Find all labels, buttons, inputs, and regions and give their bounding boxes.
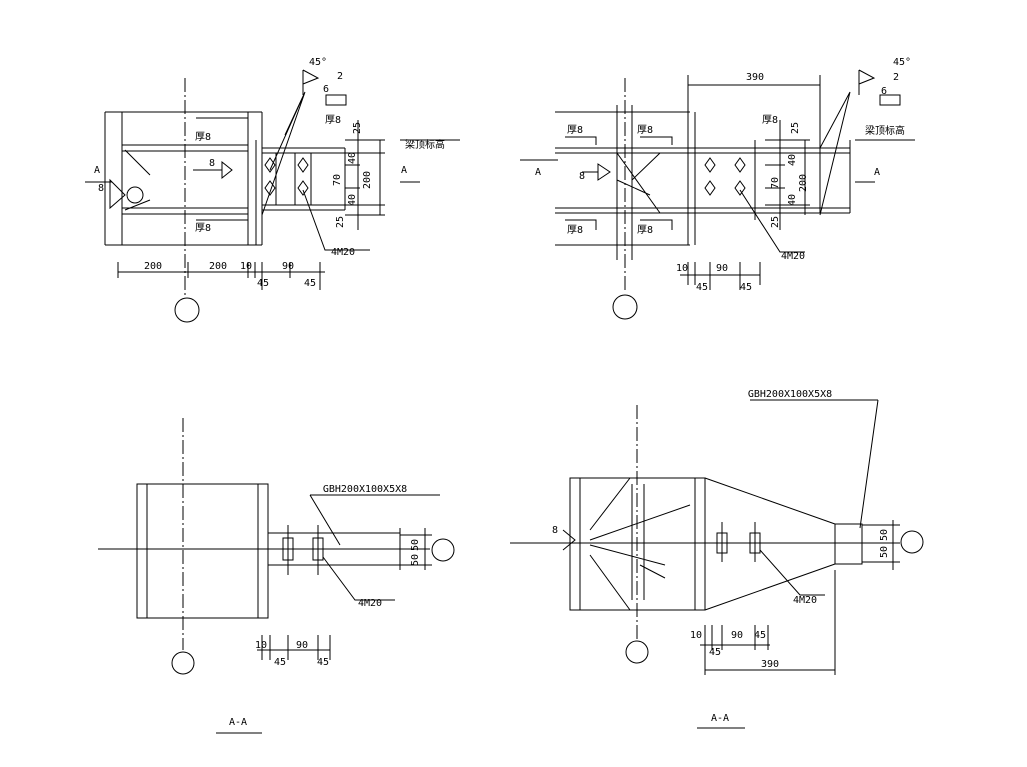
weld-mark bbox=[126, 186, 144, 204]
label: 70 bbox=[332, 174, 343, 186]
label: 10 bbox=[676, 263, 688, 274]
label: 10 bbox=[690, 630, 702, 641]
label: 45° bbox=[309, 57, 327, 68]
label: 90 bbox=[296, 640, 308, 651]
label: 90 bbox=[716, 263, 728, 274]
label: 4M20 bbox=[793, 595, 817, 606]
label: 厚8 bbox=[195, 222, 211, 234]
label: 4M20 bbox=[331, 247, 355, 258]
label: 70 bbox=[770, 177, 781, 189]
linework bbox=[510, 399, 900, 675]
label: A bbox=[535, 167, 541, 178]
linework bbox=[520, 69, 915, 290]
label: 厚8 bbox=[195, 131, 211, 143]
label: 厚8 bbox=[567, 124, 583, 136]
label: 25 bbox=[335, 216, 346, 228]
label: A bbox=[401, 165, 407, 176]
label: A bbox=[874, 167, 880, 178]
label: 40 bbox=[787, 194, 798, 206]
label: 45 bbox=[696, 282, 708, 293]
label: 40 bbox=[347, 194, 358, 206]
axis-bubble bbox=[174, 297, 200, 323]
label: 90 bbox=[282, 261, 294, 272]
label: 25 bbox=[770, 216, 781, 228]
label: 45 bbox=[709, 647, 721, 658]
label: A-A bbox=[229, 717, 247, 728]
view-bottom-right: GBH200X100X5X8 8 50 50 4M20 10 90 45 45 390 A-A bbox=[510, 389, 924, 729]
label: 40 bbox=[787, 154, 798, 166]
label: 8 bbox=[98, 183, 104, 194]
label: 200 bbox=[798, 174, 809, 192]
axis-bubble bbox=[900, 530, 924, 554]
label: 45 bbox=[740, 282, 752, 293]
label: 8 bbox=[209, 158, 215, 169]
axis-bubble bbox=[171, 651, 195, 675]
label: 25 bbox=[790, 122, 801, 134]
label: 45 bbox=[317, 657, 329, 668]
label: 梁顶标高 bbox=[865, 124, 905, 137]
label: 45° bbox=[893, 57, 911, 68]
label: 6 bbox=[881, 86, 887, 97]
label: A bbox=[94, 165, 100, 176]
label: 45 bbox=[754, 630, 766, 641]
label: 厚8 bbox=[637, 124, 653, 136]
label: 45 bbox=[274, 657, 286, 668]
label: 50 bbox=[879, 529, 890, 541]
label: 50 bbox=[410, 554, 421, 566]
label: 200 bbox=[362, 171, 373, 189]
label: A-A bbox=[711, 713, 729, 724]
axis-bubble bbox=[612, 294, 638, 320]
label: 200 bbox=[144, 261, 162, 272]
label: 8 bbox=[552, 525, 558, 536]
label: 4M20 bbox=[358, 598, 382, 609]
label: GBH200X100X5X8 bbox=[323, 484, 407, 495]
label: 90 bbox=[731, 630, 743, 641]
label: 厚8 bbox=[637, 224, 653, 236]
label: 厚8 bbox=[762, 114, 778, 126]
label: 厚8 bbox=[567, 224, 583, 236]
linework bbox=[98, 483, 440, 660]
label: 6 bbox=[323, 84, 329, 95]
axis-bubble bbox=[431, 538, 455, 562]
label: 390 bbox=[761, 659, 779, 670]
label: 4M20 bbox=[781, 251, 805, 262]
label: 10 bbox=[240, 261, 252, 272]
label: GBH200X100X5X8 bbox=[748, 389, 832, 400]
label: 45 bbox=[257, 278, 269, 289]
label: 45 bbox=[304, 278, 316, 289]
label: 25 bbox=[352, 122, 363, 134]
label: 50 bbox=[879, 546, 890, 558]
label: 2 bbox=[893, 72, 899, 83]
label: 390 bbox=[746, 72, 764, 83]
label: 50 bbox=[410, 539, 421, 551]
label: 10 bbox=[255, 640, 267, 651]
linework bbox=[85, 69, 460, 290]
axis-bubble bbox=[625, 640, 649, 664]
label: 梁顶标高 bbox=[405, 138, 445, 151]
label: 40 bbox=[347, 152, 358, 164]
label: 8 bbox=[579, 171, 585, 182]
label: 200 bbox=[209, 261, 227, 272]
view-bottom-left: GBH200X100X5X8 50 50 4M20 10 90 45 45 A-A bbox=[98, 418, 455, 734]
label: 厚8 bbox=[325, 114, 341, 126]
label: 2 bbox=[337, 71, 343, 82]
